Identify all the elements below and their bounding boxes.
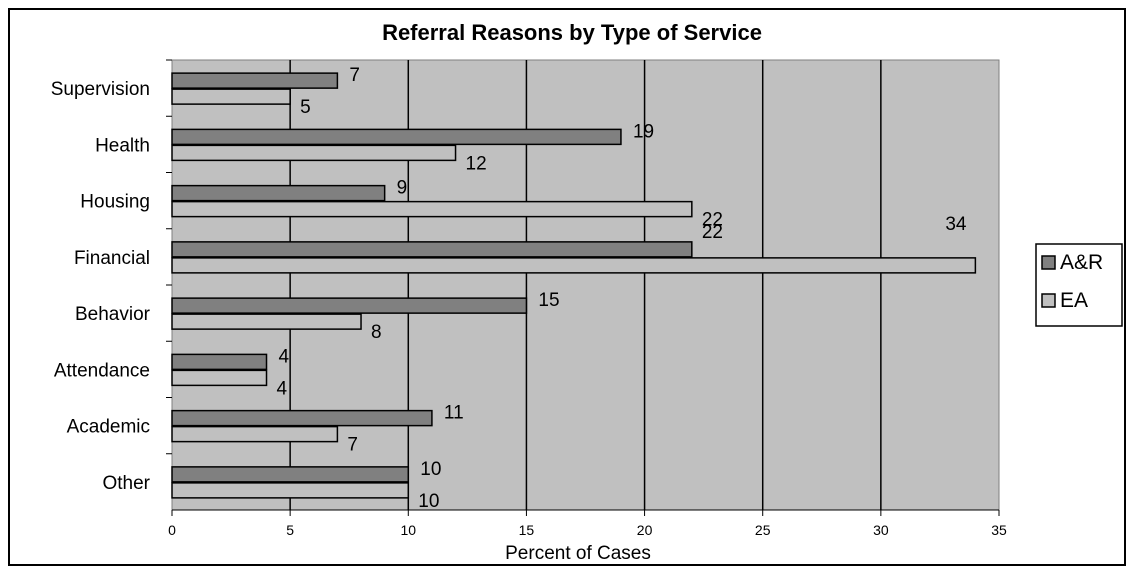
x-tick-label: 25 <box>755 522 771 538</box>
bar-ea <box>171 369 268 387</box>
category-label: Behavior <box>75 304 151 325</box>
bar-ar <box>171 466 410 483</box>
data-label: 15 <box>538 290 559 311</box>
category-label: Other <box>102 473 150 494</box>
bar-ar <box>171 297 528 314</box>
bar-ar <box>171 184 386 202</box>
data-label: 10 <box>418 491 439 512</box>
x-tick-label: 0 <box>168 522 176 538</box>
bar-ea <box>171 313 362 330</box>
data-label: 4 <box>277 378 288 399</box>
bar-ea <box>171 482 410 499</box>
bar-ar <box>171 409 433 427</box>
bar-ar <box>171 241 693 258</box>
data-label: 5 <box>300 97 311 118</box>
legend-swatch <box>1041 293 1056 308</box>
bar-ar <box>171 128 622 146</box>
data-label: 8 <box>371 322 382 343</box>
x-tick-label: 20 <box>637 522 653 538</box>
x-axis-title: Percent of Cases <box>505 543 651 564</box>
legend-label: EA <box>1060 289 1088 312</box>
data-label: 11 <box>444 403 464 424</box>
category-label: Academic <box>67 417 150 438</box>
category-label: Financial <box>74 248 150 269</box>
category-label: Attendance <box>54 360 150 381</box>
bar-ea <box>171 200 693 218</box>
category-labels: Supervision Health Housing Financial Behavio… <box>51 59 172 494</box>
category-label: Health <box>95 135 150 156</box>
bars <box>171 72 977 499</box>
plot-area <box>171 59 1000 511</box>
bar-ea <box>171 425 339 443</box>
x-axis-ticks: 0 5 10 15 20 25 30 35 <box>168 509 1007 538</box>
bar-ea <box>171 257 977 274</box>
legend-swatch <box>1041 255 1056 270</box>
legend: A&R EA <box>1035 243 1123 327</box>
bar-ar <box>171 72 339 89</box>
x-tick-label: 35 <box>991 522 1007 538</box>
data-label: 34 <box>945 214 967 235</box>
x-tick-label: 10 <box>400 522 416 538</box>
data-label: 7 <box>347 435 358 456</box>
bar-ar <box>171 353 268 371</box>
x-tick-label: 30 <box>873 522 889 538</box>
data-label: 10 <box>420 459 441 480</box>
category-label: Supervision <box>51 79 150 100</box>
data-label: 12 <box>466 153 487 174</box>
legend-label: A&R <box>1060 251 1103 274</box>
x-tick-label: 15 <box>519 522 535 538</box>
category-label: Housing <box>80 192 150 213</box>
data-label: 9 <box>397 178 408 199</box>
data-label: 19 <box>633 121 654 142</box>
bar-ea <box>171 144 457 162</box>
x-tick-label: 5 <box>286 522 294 538</box>
bar-ea <box>171 88 291 105</box>
data-label: 22 <box>702 210 723 231</box>
data-label: 7 <box>349 65 360 86</box>
chart-title: Referral Reasons by Type of Service <box>382 20 762 45</box>
data-label: 22 <box>702 222 723 243</box>
data-label: 4 <box>279 346 290 367</box>
